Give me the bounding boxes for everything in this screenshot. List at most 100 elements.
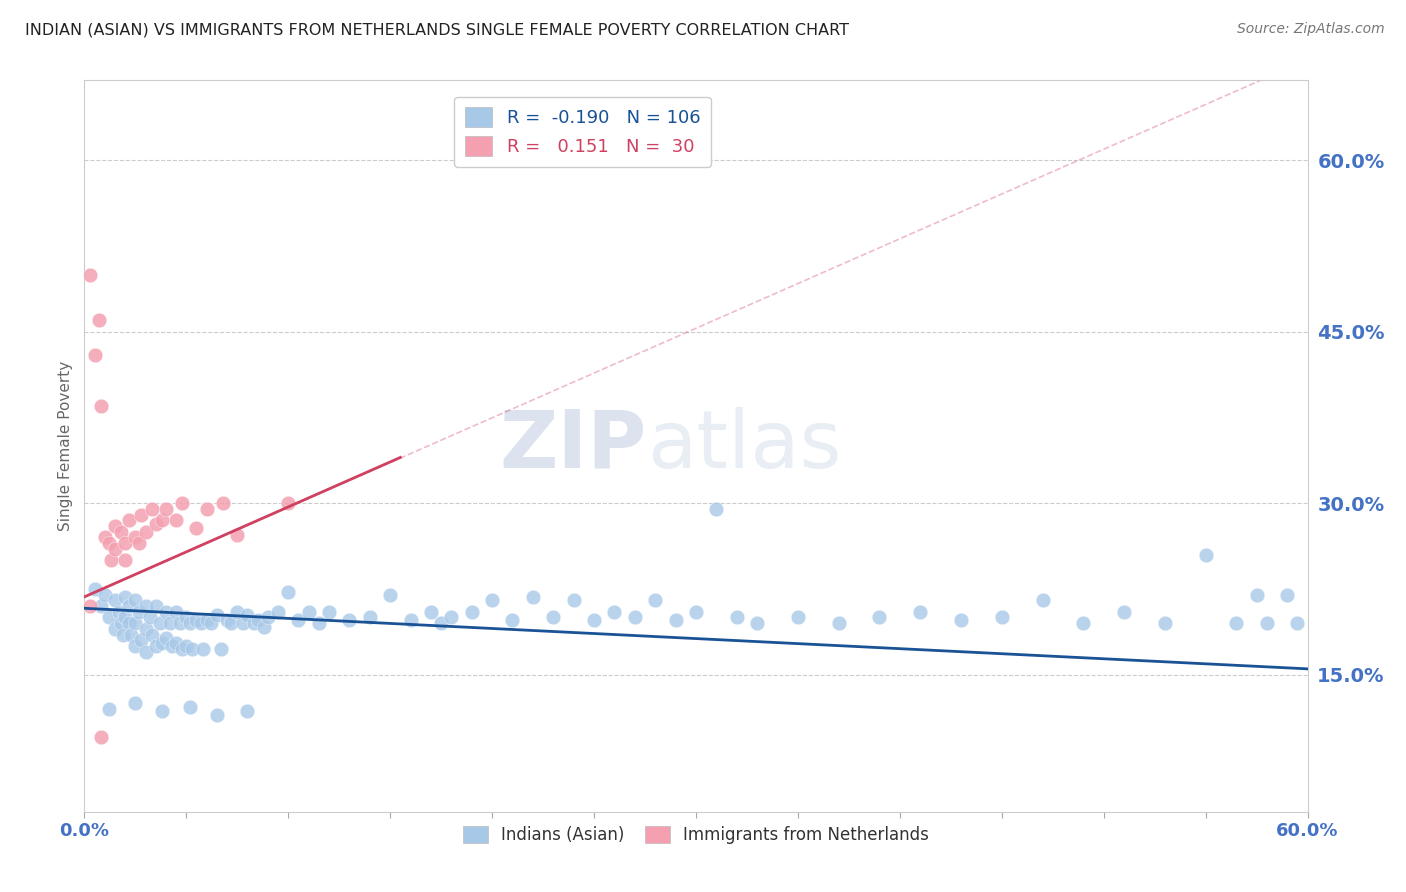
Point [236, 608, 259, 623]
Point [522, 590, 544, 604]
Point [1277, 588, 1299, 602]
Point [104, 541, 127, 556]
Point [725, 610, 748, 624]
Point [665, 613, 688, 627]
Point [114, 536, 136, 550]
Point [246, 613, 269, 627]
Point [190, 616, 212, 631]
Point [287, 613, 309, 627]
Point [90, 399, 112, 413]
Point [110, 616, 132, 631]
Point [420, 605, 443, 619]
Point [1256, 616, 1278, 631]
Point [1032, 593, 1054, 607]
Point [380, 588, 402, 602]
Point [159, 616, 181, 631]
Point [165, 513, 187, 527]
Point [112, 627, 135, 641]
Point [308, 616, 330, 631]
Point [114, 553, 136, 567]
Point [104, 593, 127, 607]
Point [1154, 616, 1177, 631]
Point [828, 616, 851, 631]
Point [150, 513, 173, 527]
Point [195, 613, 218, 627]
Point [181, 642, 204, 657]
Point [179, 699, 201, 714]
Point [1195, 548, 1218, 562]
Point [145, 639, 167, 653]
Point [104, 622, 127, 636]
Point [318, 605, 340, 619]
Text: INDIAN (ASIAN) VS IMMIGRANTS FROM NETHERLANDS SINGLE FEMALE POVERTY CORRELATION : INDIAN (ASIAN) VS IMMIGRANTS FROM NETHER… [25, 22, 849, 37]
Point [124, 593, 146, 607]
Point [93, 588, 115, 602]
Point [135, 524, 157, 539]
Point [145, 599, 167, 613]
Point [90, 599, 112, 613]
Point [79, 268, 101, 282]
Point [172, 642, 194, 657]
Point [1073, 616, 1095, 631]
Point [200, 616, 222, 631]
Point [100, 553, 122, 567]
Point [110, 524, 132, 539]
Point [120, 627, 142, 641]
Point [150, 704, 173, 718]
Point [149, 616, 172, 631]
Point [135, 599, 157, 613]
Point [186, 613, 208, 627]
Point [191, 642, 214, 657]
Text: atlas: atlas [647, 407, 841, 485]
Point [165, 635, 187, 649]
Legend: Indians (Asian), Immigrants from Netherlands: Indians (Asian), Immigrants from Netherl… [457, 820, 935, 851]
Point [124, 696, 146, 710]
Point [232, 616, 254, 631]
Point [186, 521, 208, 535]
Point [787, 610, 810, 624]
Point [141, 501, 163, 516]
Point [236, 704, 259, 718]
Point [217, 613, 239, 627]
Text: Source: ZipAtlas.com: Source: ZipAtlas.com [1237, 22, 1385, 37]
Point [179, 616, 201, 631]
Point [212, 496, 235, 510]
Point [114, 610, 136, 624]
Point [205, 707, 228, 722]
Point [209, 642, 232, 657]
Point [131, 633, 153, 648]
Point [747, 616, 769, 631]
Point [277, 585, 299, 599]
Point [644, 593, 666, 607]
Point [205, 608, 228, 623]
Point [461, 605, 484, 619]
Point [118, 599, 141, 613]
Point [242, 616, 264, 631]
Point [160, 639, 183, 653]
Point [135, 622, 157, 636]
Point [339, 613, 361, 627]
Point [706, 501, 728, 516]
Point [1114, 605, 1136, 619]
Point [93, 530, 115, 544]
Point [87, 313, 110, 327]
Point [991, 610, 1014, 624]
Point [104, 519, 127, 533]
Point [108, 605, 131, 619]
Point [165, 605, 187, 619]
Point [155, 605, 177, 619]
Point [440, 610, 463, 624]
Point [145, 516, 167, 531]
Point [83, 582, 105, 596]
Point [869, 610, 891, 624]
Point [124, 530, 146, 544]
Point [128, 536, 150, 550]
Point [90, 731, 112, 745]
Point [150, 635, 173, 649]
Point [83, 348, 105, 362]
Point [1246, 588, 1268, 602]
Point [174, 639, 197, 653]
Point [155, 631, 177, 645]
Point [219, 616, 242, 631]
Point [124, 616, 146, 631]
